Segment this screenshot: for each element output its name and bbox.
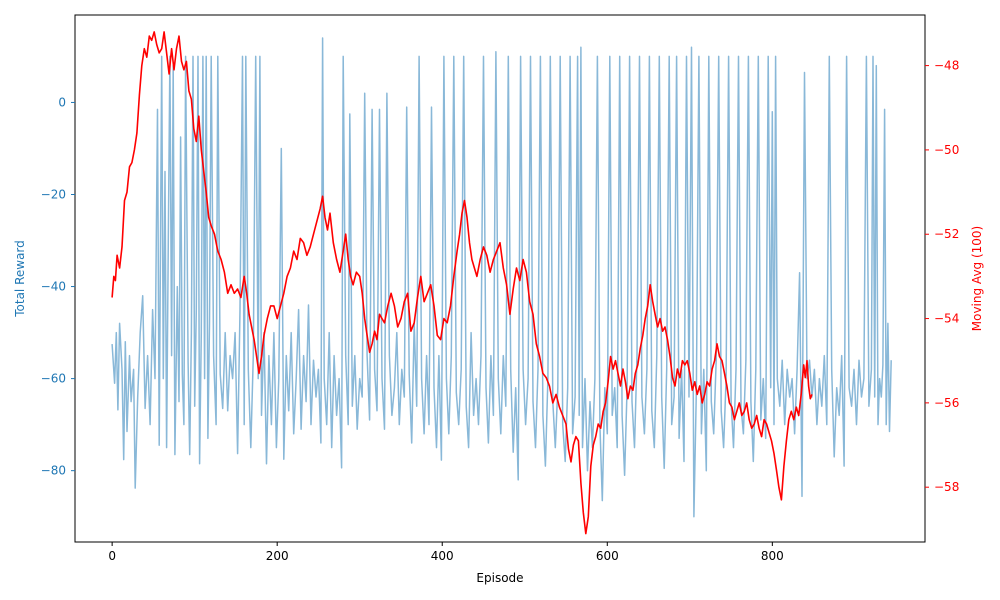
y-right-tick-label: −50 [934,143,959,157]
y-axis-left: 0 −20 −40 −60 −80 [41,95,75,478]
x-tick-label: 200 [266,549,289,563]
x-axis-label: Episode [476,571,523,585]
y-right-tick-label: −48 [934,59,959,73]
y-axis-right-label: Moving Avg (100) [970,226,984,331]
moving-avg-line [111,31,813,535]
y-left-tick-label: −80 [41,464,66,478]
plot-marks [111,31,892,535]
x-tick-label: 800 [761,549,784,563]
x-tick-label: 0 [108,549,116,563]
y-left-tick-label: 0 [58,95,66,109]
x-tick-label: 400 [431,549,454,563]
total-reward-line [111,37,892,518]
y-axis-right: −48 −50 −52 −54 −56 −58 [925,59,959,494]
y-axis-left-label: Total Reward [13,240,27,318]
y-left-tick-label: −60 [41,372,66,386]
plot-frame [74,14,926,543]
y-right-tick-label: −56 [934,396,959,410]
y-left-tick-label: −40 [41,280,66,294]
y-right-tick-label: −52 [934,227,959,241]
x-axis: 0 200 400 600 800 [108,542,784,563]
y-right-tick-label: −58 [934,480,959,494]
y-left-tick-label: −20 [41,188,66,202]
y-right-tick-label: −54 [934,312,959,326]
x-tick-label: 600 [596,549,619,563]
